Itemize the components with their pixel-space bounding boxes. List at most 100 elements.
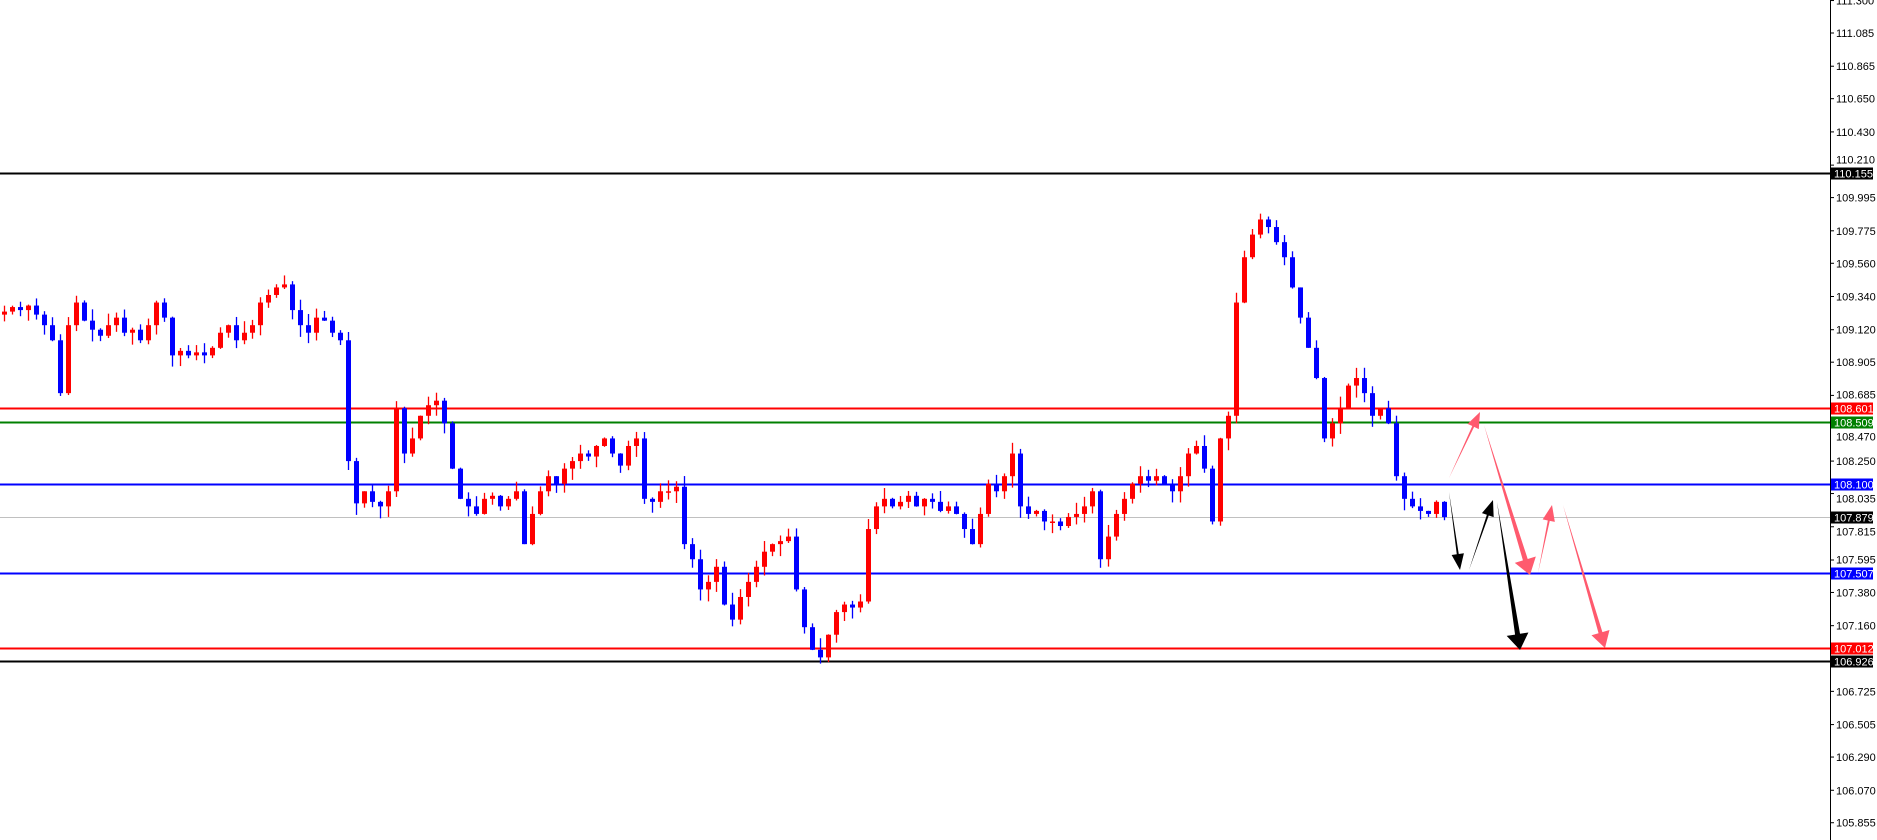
candle <box>778 535 783 557</box>
candle <box>282 275 287 290</box>
candle <box>1130 482 1135 504</box>
candle-body <box>674 486 679 492</box>
candle <box>1122 492 1127 521</box>
candle-body <box>1194 445 1199 454</box>
candle <box>890 497 895 509</box>
arrow-down-icon <box>1563 505 1610 648</box>
candle-body <box>298 310 303 326</box>
candle <box>1002 473 1007 499</box>
candle <box>1378 408 1383 420</box>
level-price-tag <box>1831 167 1873 180</box>
price-axis[interactable]: 111.300 111.085 110.865 110.650 110.430 110.2… <box>1830 0 1877 840</box>
candle-body <box>874 506 879 530</box>
candle <box>938 490 943 513</box>
level-price-tag <box>1831 655 1873 668</box>
y-tick-label: 110.865 <box>1836 61 1875 73</box>
candle <box>546 470 551 497</box>
candle <box>1138 466 1143 493</box>
candle <box>1250 228 1255 260</box>
candle-body <box>738 596 743 620</box>
candle <box>986 479 991 517</box>
y-tick-label: 106.290 <box>1836 752 1876 764</box>
candle <box>898 495 903 510</box>
candle <box>1114 509 1119 541</box>
candle-body <box>1114 513 1119 537</box>
candle-body <box>154 302 159 326</box>
candle-body <box>906 495 911 502</box>
candle-body <box>434 400 439 406</box>
arrow-up-icon <box>1538 505 1555 573</box>
candle <box>2 305 7 322</box>
candle <box>1362 367 1367 403</box>
candle-body <box>658 491 663 502</box>
candle <box>82 300 87 322</box>
candle-body <box>1026 506 1031 514</box>
candle <box>1290 251 1295 289</box>
candle-body <box>1034 510 1039 514</box>
candle-body <box>322 317 327 321</box>
candle <box>642 432 647 504</box>
candle <box>1338 396 1343 434</box>
candle <box>450 421 455 470</box>
candle-body <box>1434 501 1439 514</box>
candle <box>1194 440 1199 455</box>
candle <box>306 313 311 344</box>
candle <box>954 501 959 515</box>
candle <box>314 308 319 341</box>
candle <box>1082 496 1087 523</box>
candle <box>442 397 447 434</box>
candle <box>1442 501 1447 521</box>
candle-body <box>858 601 863 608</box>
candle <box>538 486 543 516</box>
candle <box>106 313 111 339</box>
candle-body <box>1426 510 1431 514</box>
candle-body <box>66 325 71 394</box>
candle <box>1050 514 1055 534</box>
candle <box>1322 376 1327 443</box>
candle-body <box>490 495 495 499</box>
arrow-down-icon <box>1497 502 1529 650</box>
candle <box>1106 524 1111 567</box>
candle <box>178 347 183 367</box>
candle <box>338 330 343 346</box>
candle-body <box>498 495 503 507</box>
y-tick-label: 109.120 <box>1836 325 1876 337</box>
candle-body <box>818 649 823 658</box>
candle-body <box>50 325 55 341</box>
candle-body <box>330 320 335 333</box>
candle <box>370 484 375 508</box>
candle <box>1426 510 1431 517</box>
candle <box>882 488 887 514</box>
candle-body <box>666 491 671 493</box>
candle-body <box>714 566 719 582</box>
arrow-up-icon <box>1449 412 1480 478</box>
candle-body <box>570 461 575 469</box>
candle-body <box>170 317 175 356</box>
level-price-label: 108.601 <box>1834 404 1874 416</box>
candle-body <box>1066 516 1071 527</box>
candle-body <box>602 438 607 446</box>
candle <box>530 506 535 546</box>
candle-body <box>1394 423 1399 477</box>
candle-body <box>866 529 871 602</box>
candle <box>74 295 79 332</box>
candle <box>1058 518 1063 531</box>
candle-body <box>418 415 423 439</box>
candle <box>146 318 151 345</box>
candle <box>634 431 639 457</box>
candle <box>1202 435 1207 473</box>
candle <box>330 316 335 338</box>
candle-body <box>1010 453 1015 477</box>
candle-body <box>1178 476 1183 492</box>
candle-body <box>722 566 727 605</box>
candle <box>978 507 983 548</box>
candle <box>378 500 383 519</box>
candle <box>1402 472 1407 511</box>
candle <box>994 474 999 498</box>
candle-body <box>290 284 295 311</box>
y-tick-label: 111.300 <box>1836 0 1874 8</box>
candle <box>722 561 727 606</box>
candle <box>1074 502 1079 525</box>
candle-body <box>1370 393 1375 416</box>
